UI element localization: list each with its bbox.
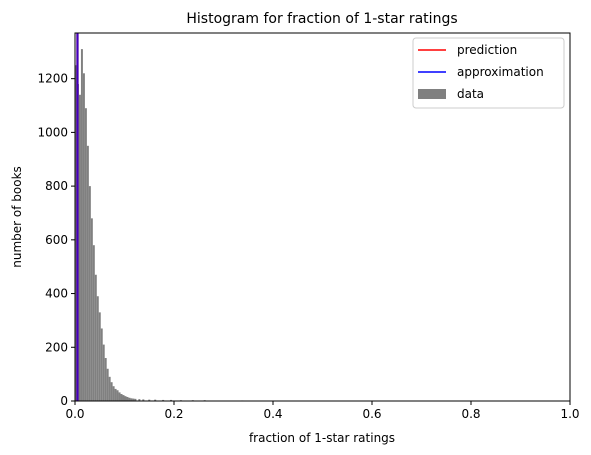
histogram-bar [86, 145, 89, 401]
y-axis-ticks: 0 200 400 600 800 1000 1200 [37, 72, 75, 408]
histogram-bar [82, 73, 85, 402]
y-tick-label: 600 [45, 233, 68, 247]
histogram-bar [124, 396, 127, 401]
x-axis-ticks: 0.0 0.2 0.4 0.6 0.8 1.0 [65, 401, 580, 421]
histogram-bar [96, 296, 99, 401]
histogram-bar [84, 108, 87, 402]
x-axis-title: fraction of 1-star ratings [249, 431, 395, 445]
x-tick-label: 0.2 [164, 407, 183, 421]
x-tick-label: 0.6 [362, 407, 381, 421]
histogram-bar [148, 399, 151, 401]
histogram-bar [142, 399, 145, 401]
histogram-bar [90, 218, 93, 401]
histogram-bar [110, 382, 113, 401]
y-tick-label: 1200 [37, 72, 68, 86]
histogram-bar [118, 392, 121, 401]
y-axis-title: number of books [10, 166, 24, 268]
histogram-bar [132, 398, 135, 401]
histogram-bar [154, 399, 157, 401]
histogram-bar [112, 386, 115, 401]
histogram-bar [88, 186, 91, 401]
histogram-bar [75, 65, 77, 401]
histogram-bar [128, 397, 131, 401]
legend-approximation-label: approximation [457, 65, 544, 79]
y-tick-label: 800 [45, 179, 68, 193]
histogram-bar [98, 312, 101, 401]
histogram-bar [126, 396, 129, 401]
histogram-bar [104, 358, 107, 401]
histogram-bar [100, 328, 103, 401]
legend-box [412, 37, 565, 109]
y-tick-label: 0 [60, 394, 68, 408]
histogram-bar [130, 398, 133, 401]
histogram-bar [170, 399, 173, 401]
legend: prediction approximation data [412, 37, 565, 109]
histogram-bar [92, 245, 95, 401]
histogram-bar [78, 94, 81, 402]
histogram-bar [106, 368, 109, 401]
histogram-bar [122, 395, 125, 401]
histogram-bar [108, 376, 111, 401]
histogram-bar [80, 49, 83, 401]
histogram-bar [116, 390, 119, 401]
histogram-bars [75, 49, 244, 402]
histogram-bar [138, 399, 141, 401]
x-tick-label: 1.0 [560, 407, 579, 421]
histogram-bar [102, 344, 105, 401]
histogram-bar [114, 388, 117, 401]
legend-data-label: data [457, 87, 484, 101]
histogram-bar [94, 274, 97, 401]
plot-frame [74, 32, 571, 402]
histogram-bar [120, 394, 123, 401]
histogram-bar [162, 399, 165, 401]
x-tick-label: 0.8 [461, 407, 480, 421]
y-tick-label: 400 [45, 287, 68, 301]
chart-title: Histogram for fraction of 1-star ratings [186, 11, 457, 27]
legend-prediction-label: prediction [457, 43, 517, 57]
legend-data-swatch [418, 89, 446, 99]
y-tick-label: 200 [45, 340, 68, 354]
y-tick-label: 1000 [37, 125, 68, 139]
histogram-bar [134, 398, 137, 401]
x-tick-label: 0.4 [263, 407, 282, 421]
x-tick-label: 0.0 [65, 407, 84, 421]
